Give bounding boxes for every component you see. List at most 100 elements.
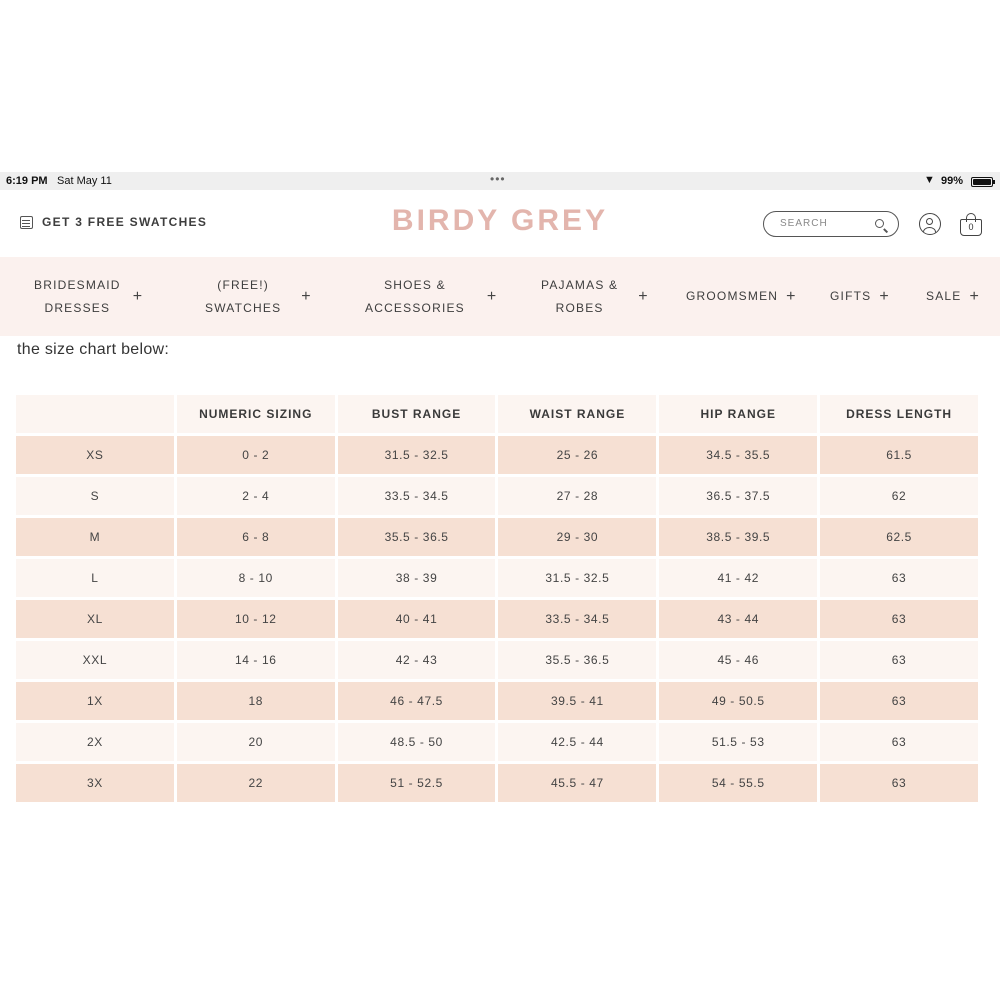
table-cell: 20	[176, 723, 335, 761]
main-nav: BRIDESMAID DRESSES + (FREE!) SWATCHES + SH…	[0, 257, 1000, 336]
nav-item-pajamas-robes[interactable]: PAJAMAS & ROBES +	[541, 257, 648, 336]
nav-label-line1: BRIDESMAID	[34, 277, 121, 292]
search-input[interactable]	[778, 217, 872, 230]
expand-plus-icon[interactable]: +	[301, 287, 311, 305]
nav-label: SALE	[926, 289, 962, 303]
nav-item-free-swatches[interactable]: (FREE!) SWATCHES +	[205, 257, 311, 336]
free-swatches-link[interactable]: GET 3 FREE SWATCHES	[20, 215, 207, 229]
table-row: 1X 18 46 - 47.5 39.5 - 41 49 - 50.5 63	[16, 682, 978, 720]
column-header: WAIST RANGE	[498, 395, 657, 433]
table-cell: 35.5 - 36.5	[337, 518, 496, 556]
search-box[interactable]	[763, 211, 899, 237]
table-cell: 6 - 8	[176, 518, 335, 556]
nav-item-shoes-accessories[interactable]: SHOES & ACCESSORIES +	[365, 257, 496, 336]
expand-plus-icon[interactable]: +	[638, 287, 648, 305]
table-cell: 8 - 10	[176, 559, 335, 597]
shopping-bag-icon	[966, 213, 976, 222]
size-label-cell: XL	[16, 600, 174, 638]
column-header: DRESS LENGTH	[820, 395, 978, 433]
table-row: XL 10 - 12 40 - 41 33.5 - 34.5 43 - 44 63	[16, 600, 978, 638]
expand-plus-icon[interactable]: +	[786, 287, 796, 305]
column-header: NUMERIC SIZING	[176, 395, 335, 433]
search-icon[interactable]	[875, 219, 884, 228]
table-row: XXL 14 - 16 42 - 43 35.5 - 36.5 45 - 46 63	[16, 641, 978, 679]
table-cell: 29 - 30	[498, 518, 657, 556]
table-cell: 38.5 - 39.5	[659, 518, 818, 556]
nav-item-bridesmaid-dresses[interactable]: BRIDESMAID DRESSES +	[34, 257, 142, 336]
free-swatches-label: GET 3 FREE SWATCHES	[42, 215, 208, 229]
size-chart-intro: the size chart below:	[17, 341, 170, 358]
battery-icon	[971, 177, 995, 187]
size-label-cell: 1X	[16, 682, 174, 720]
table-row: 2X 20 48.5 - 50 42.5 - 44 51.5 - 53 63	[16, 723, 978, 761]
table-cell: 49 - 50.5	[659, 682, 818, 720]
battery-percent: 99%	[941, 175, 964, 187]
size-chart-table: NUMERIC SIZING BUST RANGE WAIST RANGE HI…	[13, 392, 981, 805]
multitasking-dots-icon[interactable]: •••	[490, 172, 506, 186]
nav-label: GROOMSMEN	[686, 289, 779, 303]
table-cell: 63	[820, 682, 978, 720]
expand-plus-icon[interactable]: +	[132, 287, 143, 305]
table-cell: 63	[820, 559, 978, 597]
column-header: HIP RANGE	[659, 395, 818, 433]
site-logo[interactable]: BIRDY GREY	[391, 204, 609, 237]
table-cell: 63	[820, 641, 978, 679]
expand-plus-icon[interactable]: +	[879, 287, 889, 305]
table-cell: 38 - 39	[337, 559, 496, 597]
size-label-cell: XXL	[16, 641, 174, 679]
cart-count: 0	[968, 222, 974, 232]
column-header	[16, 395, 174, 433]
table-cell: 33.5 - 34.5	[337, 477, 496, 515]
table-cell: 2 - 4	[176, 477, 335, 515]
nav-label-line2: ROBES	[555, 300, 604, 315]
cart-button[interactable]: 0	[959, 213, 983, 237]
size-chart-body: XS 0 - 2 31.5 - 32.5 25 - 26 34.5 - 35.5 61.5…	[16, 436, 978, 802]
size-label-cell: XS	[16, 436, 174, 474]
table-cell: 22	[176, 764, 335, 802]
table-cell: 35.5 - 36.5	[498, 641, 657, 679]
nav-item-sale[interactable]: SALE +	[926, 257, 979, 336]
table-header-row: NUMERIC SIZING BUST RANGE WAIST RANGE HI…	[16, 395, 978, 433]
table-cell: 61.5	[820, 436, 978, 474]
table-cell: 0 - 2	[176, 436, 335, 474]
nav-label-line2: DRESSES	[44, 300, 111, 315]
table-cell: 43 - 44	[659, 600, 818, 638]
nav-label-line2: SWATCHES	[205, 300, 282, 315]
table-cell: 62.5	[820, 518, 978, 556]
status-bar: 6:19 PM Sat May 11 ••• ▼ 99%	[0, 172, 1000, 190]
nav-label-line1: PAJAMAS &	[541, 277, 619, 292]
nav-label: GIFTS	[830, 289, 872, 303]
nav-label-line2: ACCESSORIES	[365, 300, 465, 315]
nav-item-groomsmen[interactable]: GROOMSMEN +	[686, 257, 795, 336]
table-cell: 31.5 - 32.5	[337, 436, 496, 474]
table-cell: 34.5 - 35.5	[659, 436, 818, 474]
table-cell: 31.5 - 32.5	[498, 559, 657, 597]
column-header: BUST RANGE	[337, 395, 496, 433]
table-cell: 62	[820, 477, 978, 515]
status-date: Sat May 11	[57, 175, 112, 187]
size-label-cell: M	[16, 518, 174, 556]
swatch-card-icon	[20, 215, 33, 229]
table-cell: 18	[176, 682, 335, 720]
table-cell: 63	[820, 764, 978, 802]
table-cell: 48.5 - 50	[337, 723, 496, 761]
expand-plus-icon[interactable]: +	[486, 287, 497, 305]
table-cell: 40 - 41	[337, 600, 496, 638]
wifi-icon: ▼	[924, 174, 935, 186]
expand-plus-icon[interactable]: +	[969, 287, 979, 305]
table-cell: 33.5 - 34.5	[498, 600, 657, 638]
site-header: GET 3 FREE SWATCHES BIRDY GREY 0	[0, 190, 1000, 257]
table-cell: 39.5 - 41	[498, 682, 657, 720]
status-time: 6:19 PM	[6, 175, 48, 187]
nav-item-gifts[interactable]: GIFTS +	[830, 257, 889, 336]
size-label-cell: L	[16, 559, 174, 597]
table-row: XS 0 - 2 31.5 - 32.5 25 - 26 34.5 - 35.5 61.5	[16, 436, 978, 474]
size-label-cell: S	[16, 477, 174, 515]
table-cell: 63	[820, 600, 978, 638]
table-cell: 27 - 28	[498, 477, 657, 515]
account-icon[interactable]	[919, 213, 941, 235]
table-cell: 41 - 42	[659, 559, 818, 597]
table-cell: 42 - 43	[337, 641, 496, 679]
